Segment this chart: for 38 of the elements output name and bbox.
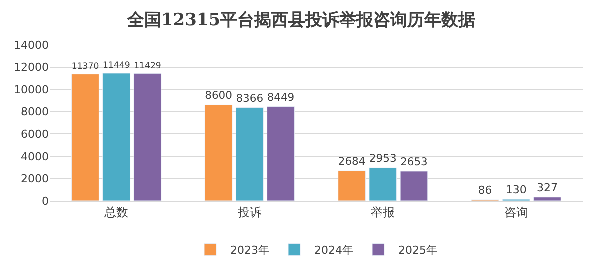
bar	[204, 104, 233, 201]
data-label: 11370	[72, 62, 100, 72]
data-label: 327	[536, 181, 558, 194]
y-tick-label: 12000	[14, 61, 49, 74]
legend-label: 2023年	[230, 244, 270, 258]
data-label: 11449	[102, 61, 130, 72]
x-tick-label: 举报	[371, 205, 396, 220]
data-label: 8449	[267, 90, 295, 104]
bar	[72, 74, 100, 201]
y-tick-label: 2000	[21, 172, 49, 186]
data-label: 11429	[134, 61, 162, 72]
data-label: 2953	[369, 152, 397, 166]
bar	[102, 73, 131, 201]
bar	[534, 197, 562, 201]
bar	[338, 170, 366, 201]
data-label: 2684	[338, 155, 366, 168]
bar	[400, 171, 428, 201]
bar	[267, 106, 295, 201]
bar	[134, 73, 162, 201]
x-tick-label: 咨询	[504, 205, 528, 220]
x-tick-label: 总数	[104, 205, 129, 220]
y-tick-label: 8000	[21, 106, 49, 119]
data-label: 2653	[400, 156, 428, 169]
y-tick-label: 4000	[21, 150, 49, 164]
y-tick-label: 6000	[21, 128, 49, 141]
chart-title: 全国12315平台揭西县投诉举报咨询历年数据	[126, 10, 476, 31]
data-label: 8600	[205, 89, 233, 102]
x-tick-label: 投诉	[236, 205, 262, 220]
legend-label: 2025年	[398, 244, 438, 258]
y-tick-label: 10000	[14, 83, 49, 96]
y-tick-label: 0	[42, 194, 49, 208]
y-tick-label: 14000	[14, 38, 49, 52]
data-label: 86	[478, 184, 492, 198]
bar	[369, 168, 398, 201]
bar	[236, 108, 264, 201]
data-label: 8366	[236, 92, 264, 105]
data-label: 130	[506, 184, 527, 197]
legend-label: 2024年	[314, 244, 354, 258]
